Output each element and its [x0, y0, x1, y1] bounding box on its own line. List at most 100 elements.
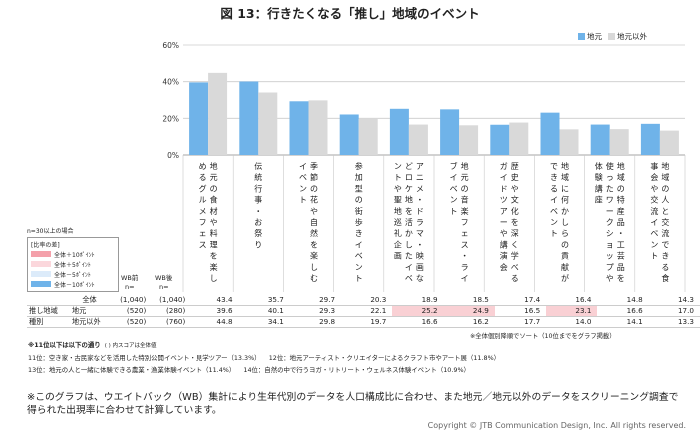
- key-row-plus10: 全体＋10ﾎﾟｲﾝﾄ: [31, 249, 115, 259]
- value-cell: 17.4: [494, 295, 547, 306]
- bar-local: [289, 101, 309, 155]
- legend-label-nonlocal: 地元以外: [617, 32, 647, 41]
- key-row-minus5: 全体－5ﾎﾟｲﾝﾄ: [31, 269, 115, 279]
- value-cell: 16.6: [597, 305, 649, 317]
- sort-note: ※全体個別降順でソート（10位までをグラフ掲載）: [470, 333, 616, 340]
- bar-nonlocal: [208, 72, 228, 155]
- page-title: 図 13：行きたくなる「推し」地域のイベント: [220, 6, 480, 21]
- value-cell: 43.4: [187, 295, 239, 306]
- n-before: (1,040): [109, 295, 149, 306]
- value-cell: 35.7: [238, 295, 290, 306]
- x-category-label-column: 地域に何かしらの貢献が: [561, 161, 569, 283]
- bar-nonlocal: [659, 130, 679, 155]
- minor-heading-note: ( ) 内スコアは全体値: [104, 343, 157, 349]
- bar-nonlocal: [258, 92, 278, 155]
- key-title: [比率の差]: [31, 242, 60, 249]
- value-cell: 20.3: [341, 295, 393, 306]
- table-row: 種別 地元以外 (520) (760) 44.8 34.1 29.8 19.7 16.6 16.2…: [27, 316, 700, 328]
- bar-local: [640, 123, 660, 155]
- value-cell: 24.9: [443, 305, 495, 317]
- x-category-label-column: めるグルメフェス: [199, 162, 207, 249]
- x-category-label-column: 伝統行事・お祭り: [254, 161, 262, 249]
- row-group: 推し地域: [27, 305, 70, 317]
- value-cell: 14.3: [648, 295, 700, 306]
- bar-local: [339, 114, 359, 155]
- chart-legend: 地元 地元以外: [578, 31, 647, 42]
- x-category-label-column: 地域の特産品・工芸品を: [617, 161, 625, 283]
- n-before: (520): [109, 316, 149, 328]
- minor-rank-12: 12位：地元アーティスト・クリエイターによるクラフト市やアート展（11.8%）: [268, 354, 501, 362]
- legend-item-local: 地元: [578, 31, 602, 42]
- bar-nonlocal: [459, 125, 479, 155]
- x-category-label-column: 参加型の街歩きイベント: [355, 161, 363, 283]
- bar-local: [440, 109, 460, 155]
- bar-local: [540, 112, 560, 155]
- value-cell: 14.8: [597, 295, 649, 306]
- value-cell: 25.2: [392, 305, 444, 317]
- key-condition: n=30以上の場合: [27, 228, 74, 235]
- minor-rank-11: 11位：空き家・古民家などを活用した特別公開イベント・見学ツアー（13.3%）: [28, 354, 261, 362]
- value-cell: 16.2: [443, 316, 495, 328]
- key-label-minus5: 全体－5ﾎﾟｲﾝﾄ: [54, 271, 91, 279]
- value-cell: 16.5: [494, 305, 547, 317]
- value-cell: 23.1: [546, 305, 598, 317]
- key-label-minus10: 全体－10ﾎﾟｲﾝﾄ: [54, 281, 95, 289]
- wb-after-header: WB後: [155, 274, 173, 282]
- table-row: 全体 (1,040) (1,040) 43.4 35.7 29.7 20.3 18.9 18.5…: [27, 295, 700, 306]
- value-cell: 44.8: [187, 316, 239, 328]
- lower-rank-notes: ※11位以下は以下の通り ( ) 内スコアは全体値 11位：空き家・古民家などを…: [28, 339, 500, 376]
- data-table: 全体 (1,040) (1,040) 43.4 35.7 29.7 20.3 18.9 18.5…: [27, 295, 700, 328]
- row-group: [27, 295, 70, 306]
- value-cell: 18.9: [392, 295, 444, 306]
- x-category-label-column: アニメ・ドラマ・映画な: [416, 162, 424, 283]
- row-label: 全体: [69, 295, 110, 306]
- value-cell: 17.7: [494, 316, 547, 328]
- bar-nonlocal: [609, 129, 629, 155]
- x-category-label: 伝統行事・お祭り: [254, 161, 262, 249]
- x-category-label-column: 事会や交流イベント: [650, 161, 658, 261]
- n-before: (520): [109, 305, 149, 317]
- legend-swatch-local: [578, 33, 585, 40]
- key-swatch-minus5: [31, 271, 51, 277]
- legend-label-local: 地元: [587, 32, 602, 41]
- value-cell: 34.1: [238, 316, 290, 328]
- key-row-minus10: 全体－10ﾎﾟｲﾝﾄ: [31, 279, 115, 289]
- key-box: [比率の差] 全体＋10ﾎﾟｲﾝﾄ 全体＋5ﾎﾟｲﾝﾄ 全体－5ﾎﾟｲﾝﾄ 全体…: [27, 237, 119, 292]
- x-category-label-column: 使ったワークショップや: [606, 161, 614, 283]
- y-tick-label: 60%: [162, 41, 179, 50]
- x-category-label-column: イベント: [299, 162, 307, 205]
- y-tick-label: 40%: [162, 78, 179, 87]
- row-label: 地元以外: [69, 316, 110, 328]
- x-category-label-column: 地域の人と交流できる食: [661, 161, 669, 283]
- value-cell: 17.0: [648, 305, 700, 317]
- bar-nonlocal: [408, 124, 428, 155]
- x-category-label-column: できるイベント: [550, 162, 558, 238]
- n-after: (1,040): [148, 295, 188, 306]
- x-category-label-column: ントや聖地巡礼企画: [394, 162, 402, 261]
- x-category-label-column: どロケ地を活かしたイベ: [405, 162, 413, 283]
- legend-swatch-nonlocal: [608, 33, 615, 40]
- n-after: (280): [148, 305, 188, 317]
- bar-local: [490, 124, 510, 155]
- n-after: (760): [148, 316, 188, 328]
- bar-local: [590, 124, 610, 155]
- x-category-label-column: 歴史や文化を深く学べる: [511, 162, 519, 283]
- minor-heading: ※11位以下は以下の通り: [28, 341, 101, 349]
- bar-local: [389, 108, 409, 155]
- row-label: 地元: [69, 305, 110, 317]
- value-cell: 16.6: [392, 316, 444, 328]
- bar-nonlocal: [358, 118, 378, 155]
- table-row: 推し地域 地元 (520) (280) 39.6 40.1 29.3 22.1 25.2 24.9…: [27, 305, 700, 317]
- x-category-label-column: ブイベント: [450, 161, 458, 216]
- value-cell: 22.1: [341, 305, 393, 317]
- y-tick-label: 20%: [162, 114, 179, 123]
